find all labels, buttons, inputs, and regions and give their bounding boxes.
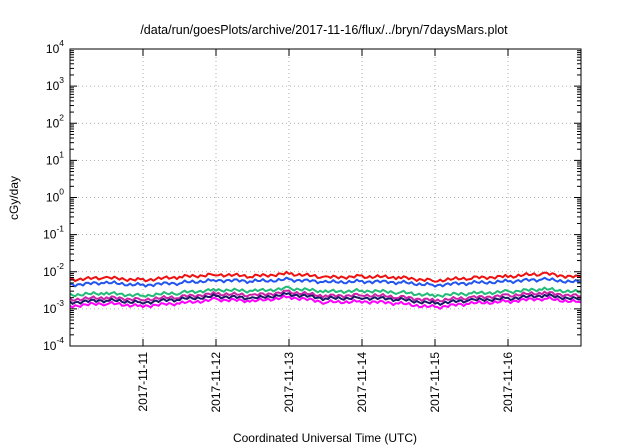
- x-axis-label: Coordinated Universal Time (UTC): [233, 431, 417, 445]
- y-axis-label: cGy/day: [7, 176, 21, 220]
- x-tick-label: 2017-11-16: [501, 352, 515, 413]
- series-line-2: [69, 276, 582, 288]
- y-tick-label: 103: [46, 75, 64, 93]
- x-tick-label: 2017-11-12: [209, 352, 223, 413]
- grid-lines: [70, 49, 581, 346]
- y-tick-label: 101: [46, 149, 64, 167]
- y-tick-label: 102: [46, 112, 64, 130]
- series-line-4: [69, 289, 582, 303]
- chart-title: /data/run/goesPlots/archive/2017-11-16/f…: [140, 23, 508, 37]
- x-tick-label: 2017-11-15: [428, 352, 442, 413]
- x-tick-label: 2017-11-13: [282, 352, 296, 413]
- series-line-5: [69, 291, 582, 306]
- y-tick-label: 10-1: [43, 224, 64, 242]
- series-line-1: [69, 270, 582, 283]
- y-tick-label: 10-4: [43, 335, 64, 353]
- x-tick-label: 2017-11-14: [355, 352, 369, 413]
- series-line-3: [69, 285, 581, 298]
- series-line-6: [69, 294, 582, 310]
- y-tick-label: 10-3: [43, 298, 64, 316]
- series-layer: [69, 270, 582, 310]
- y-tick-label: 104: [46, 38, 64, 56]
- x-tick-label: 2017-11-11: [136, 352, 150, 412]
- y-tick-label: 10-2: [43, 261, 64, 279]
- y-tick-label: 100: [46, 187, 64, 205]
- y-axis-ticks: 10-4 10-3 10-2 10-1 100 101 102 103 104: [43, 38, 581, 353]
- x-axis-ticks: 2017-11-11 2017-11-12 2017-11-13 2017-11-14…: [136, 49, 515, 413]
